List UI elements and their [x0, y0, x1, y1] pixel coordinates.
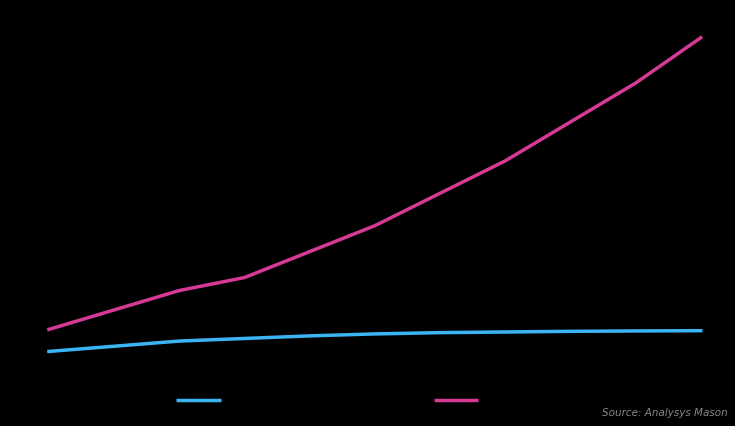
Text: Source: Analysys Mason: Source: Analysys Mason [602, 408, 728, 417]
